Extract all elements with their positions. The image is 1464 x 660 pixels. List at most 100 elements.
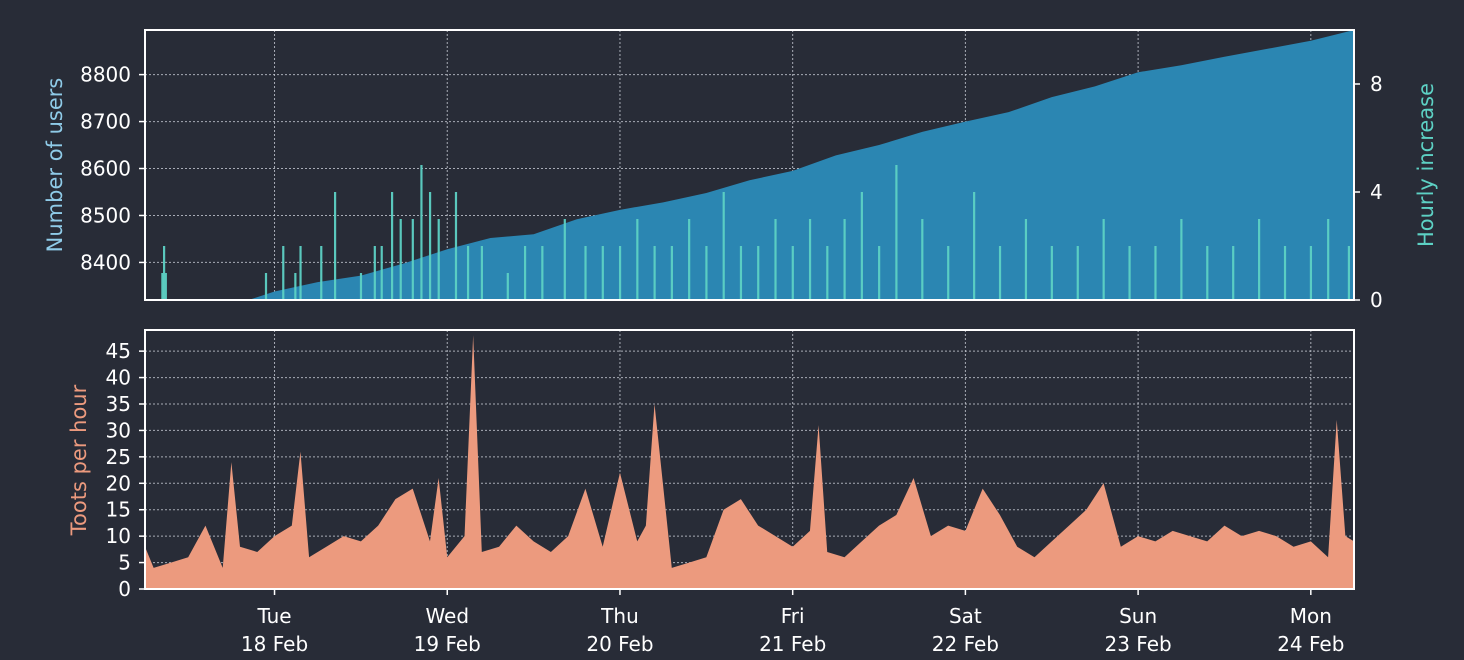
hourly-increase-bar <box>757 246 759 300</box>
hourly-increase-bar <box>1310 246 1312 300</box>
hourly-increase-bar <box>265 273 267 300</box>
x-tick-day-label: Thu <box>600 604 639 628</box>
hourly-increase-bar <box>1051 246 1053 300</box>
hourly-increase-bar <box>878 246 880 300</box>
hourly-increase-bar <box>705 246 707 300</box>
hourly-increase-bar <box>429 192 431 300</box>
hourly-increase-bar <box>1232 246 1234 300</box>
hourly-increase-bar <box>400 219 402 300</box>
hourly-increase-bar <box>861 192 863 300</box>
hourly-increase-bar <box>420 165 422 300</box>
hourly-increase-bar <box>1258 219 1260 300</box>
hourly-increase-bar <box>294 273 296 300</box>
x-tick-date-label: 22 Feb <box>932 632 999 656</box>
hourly-increase-bar <box>412 219 414 300</box>
hourly-increase-bar <box>723 192 725 300</box>
hourly-increase-bar <box>1103 219 1105 300</box>
hourly-y-tick-label: 0 <box>1370 288 1383 312</box>
hourly-y-tick-label: 8 <box>1370 72 1383 96</box>
x-tick-date-label: 23 Feb <box>1104 632 1171 656</box>
hourly-increase-bar <box>671 246 673 300</box>
hourly-increase-bar <box>843 219 845 300</box>
users-area-series <box>145 30 1354 300</box>
hourly-increase-bar <box>374 246 376 300</box>
hourly-increase-bar <box>391 192 393 300</box>
x-tick-date-label: 21 Feb <box>759 632 826 656</box>
hourly-increase-bar <box>541 246 543 300</box>
hourly-increase-bar <box>524 246 526 300</box>
hourly-increase-bar <box>1077 246 1079 300</box>
toots-y-tick-label: 45 <box>106 339 131 363</box>
hourly-increase-bar <box>584 246 586 300</box>
users-y-tick-label: 8500 <box>80 203 131 227</box>
hourly-increase-bar <box>1348 246 1350 300</box>
users-y-label: Number of users <box>43 78 67 253</box>
x-tick-day-label: Tue <box>256 604 291 628</box>
hourly-increase-bar <box>792 246 794 300</box>
toots-y-tick-label: 40 <box>106 366 131 390</box>
users-y-tick-label: 8700 <box>80 110 131 134</box>
toots-y-tick-label: 20 <box>106 471 131 495</box>
hourly-y-ticks: 0 4 8 <box>1354 72 1383 312</box>
hourly-increase-bar <box>1128 246 1130 300</box>
users-y-tick-label: 8600 <box>80 157 131 181</box>
hourly-increase-bar <box>282 246 284 300</box>
hourly-increase-bar <box>1180 219 1182 300</box>
x-tick-date-label: 18 Feb <box>241 632 308 656</box>
x-axis-ticks: Tue 18 Feb Wed 19 Feb Thu 20 Feb Fri 21 Feb Sat 2… <box>241 589 1345 656</box>
x-tick-day-label: Wed <box>425 604 469 628</box>
hourly-increase-bar <box>1154 246 1156 300</box>
x-tick-day-label: Sat <box>949 604 982 628</box>
hourly-increase-bar <box>507 273 509 300</box>
hourly-y-tick-label: 4 <box>1370 180 1383 204</box>
toots-y-tick-label: 10 <box>106 524 131 548</box>
x-tick-date-label: 20 Feb <box>586 632 653 656</box>
hourly-increase-bar <box>438 219 440 300</box>
toots-y-tick-label: 5 <box>118 551 131 575</box>
users-panel: 8400 8500 8600 8700 8800 0 4 8 Number of users… <box>43 30 1438 312</box>
hourly-increase-bar <box>320 246 322 300</box>
hourly-increase-bar <box>809 219 811 300</box>
hourly-increase-bar <box>467 246 469 300</box>
hourly-increase-bar <box>1284 246 1286 300</box>
users-y-tick-label: 8800 <box>80 63 131 87</box>
hourly-increase-bar <box>740 246 742 300</box>
hourly-increase-bar <box>564 219 566 300</box>
hourly-increase-bar <box>602 246 604 300</box>
toots-y-tick-label: 30 <box>106 418 131 442</box>
hourly-increase-bar <box>636 219 638 300</box>
hourly-increase-bar <box>455 192 457 300</box>
x-tick-day-label: Sun <box>1119 604 1157 628</box>
hourly-increase-bar <box>921 219 923 300</box>
toots-y-tick-label: 0 <box>118 577 131 601</box>
users-y-ticks: 8400 8500 8600 8700 8800 <box>80 63 145 275</box>
hourly-increase-bar <box>619 246 621 300</box>
toots-y-tick-label: 15 <box>106 498 131 522</box>
hourly-increase-bar <box>826 246 828 300</box>
hourly-increase-bar <box>381 246 383 300</box>
x-tick-date-label: 24 Feb <box>1277 632 1344 656</box>
hourly-increase-bar <box>774 219 776 300</box>
hourly-increase-bar <box>895 165 897 300</box>
x-tick-date-label: 19 Feb <box>414 632 481 656</box>
users-y-tick-label: 8400 <box>80 250 131 274</box>
hourly-increase-bar <box>1206 246 1208 300</box>
hourly-increase-bar <box>360 273 362 300</box>
hourly-increase-bar <box>1327 219 1329 300</box>
hourly-increase-bar <box>165 273 167 300</box>
hourly-increase-bar <box>688 219 690 300</box>
x-tick-day-label: Fri <box>781 604 805 628</box>
hourly-y-label: Hourly increase <box>1414 83 1438 247</box>
hourly-increase-bar <box>947 246 949 300</box>
hourly-increase-bar <box>481 246 483 300</box>
toots-y-tick-label: 35 <box>106 392 131 416</box>
hourly-increase-bar <box>999 246 1001 300</box>
toots-y-label: Toots per hour <box>67 384 91 536</box>
hourly-increase-bar <box>299 246 301 300</box>
hourly-increase-bar <box>654 246 656 300</box>
toots-area-series <box>145 335 1354 589</box>
hourly-increase-bar <box>973 192 975 300</box>
hourly-increase-bar <box>1025 219 1027 300</box>
